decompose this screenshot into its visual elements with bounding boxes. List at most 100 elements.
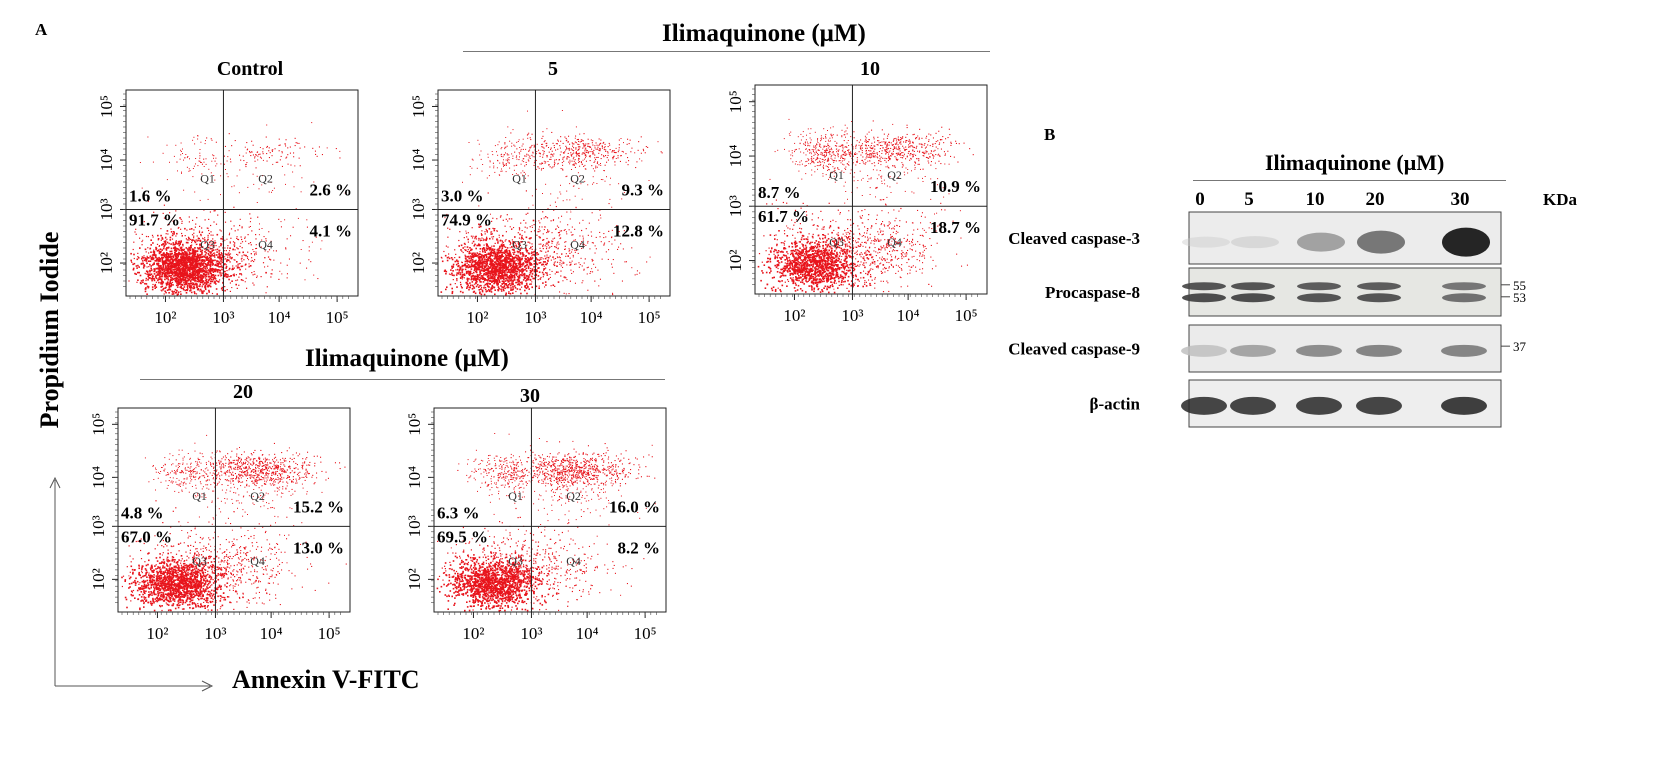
q3-percent: 69.5 %	[437, 527, 488, 546]
q3-percent: 91.7 %	[129, 210, 180, 229]
quadrant-name: Q4	[570, 238, 585, 252]
dose-label: 20	[1366, 189, 1385, 210]
dose-label: 5	[1244, 189, 1254, 210]
blot-band	[1441, 396, 1487, 415]
quadrant-name: Q4	[887, 235, 902, 249]
x-tick-label: 10²	[462, 624, 484, 643]
plot-frame	[433, 407, 667, 613]
y-tick-label: 10⁴	[409, 149, 428, 172]
blot-row-label: Cleaved caspase-9	[1008, 340, 1140, 359]
blot-row-label: β-actin	[1089, 395, 1140, 414]
y-tick-label: 10³	[89, 515, 108, 537]
blot-band	[1442, 227, 1490, 257]
panel-b-label: B	[1044, 125, 1056, 144]
q4-percent: 12.8 %	[613, 221, 664, 240]
plot-title: Control	[217, 58, 284, 80]
y-tick-label: 10⁴	[405, 466, 424, 489]
y-tick-label: 10³	[97, 198, 116, 220]
quadrant-name: Q2	[566, 489, 581, 503]
treatment-header-bottom-line	[140, 379, 665, 380]
x-tick-label: 10⁵	[318, 624, 341, 643]
treatment-header-top: Ilimaquinone (μM)	[662, 20, 866, 47]
dose-label: 10	[1306, 189, 1325, 210]
y-tick-label: 10⁴	[97, 149, 116, 172]
x-tick-label: 10⁵	[955, 306, 978, 325]
quadrant-name: Q3	[200, 238, 215, 252]
blot-band	[1230, 396, 1276, 415]
q4-percent: 8.2 %	[618, 538, 661, 557]
quadrant-name: Q1	[508, 489, 523, 503]
x-tick-label: 10²	[466, 308, 488, 327]
blot-treatment-header: Ilimaquinone (μM)	[1265, 150, 1445, 175]
blot-band	[1230, 344, 1276, 357]
blot-band	[1442, 293, 1486, 303]
plot-title: 20	[233, 381, 253, 403]
q2-percent: 9.3 %	[622, 180, 665, 199]
y-tick-label: 10⁴	[726, 145, 745, 168]
plot-frame	[754, 84, 988, 295]
blot-band	[1356, 344, 1402, 357]
q1-percent: 8.7 %	[758, 183, 801, 202]
y-tick-label: 10⁵	[89, 413, 108, 436]
x-tick-label: 10²	[783, 306, 805, 325]
blot-band	[1296, 396, 1342, 415]
blot-band	[1181, 344, 1227, 357]
x-tick-label: 10³	[524, 308, 546, 327]
q1-percent: 4.8 %	[121, 503, 164, 522]
blot-band	[1356, 396, 1402, 415]
treatment-header-bottom: Ilimaquinone (μM)	[305, 345, 509, 372]
q3-percent: 61.7 %	[758, 207, 809, 226]
marker-label: 55	[1513, 278, 1526, 293]
q1-percent: 3.0 %	[441, 186, 484, 205]
scatter-dots	[128, 122, 346, 296]
x-tick-label: 10²	[154, 308, 176, 327]
y-tick-label: 10²	[89, 568, 108, 590]
kda-label: KDa	[1543, 190, 1578, 209]
x-axis-title: Annexin V-FITC	[232, 665, 420, 694]
x-tick-label: 10³	[212, 308, 234, 327]
blot-band	[1181, 396, 1227, 415]
blot-band	[1357, 293, 1401, 303]
quadrant-name: Q1	[192, 489, 207, 503]
y-tick-label: 10⁴	[89, 466, 108, 489]
blot-band	[1297, 232, 1345, 252]
quadrant-name: Q3	[192, 554, 207, 568]
q1-percent: 1.6 %	[129, 186, 172, 205]
plot-frame	[437, 89, 671, 297]
quadrant-name: Q4	[250, 554, 265, 568]
x-tick-label: 10³	[841, 306, 863, 325]
q2-percent: 16.0 %	[609, 497, 660, 516]
quadrant-name: Q2	[570, 172, 585, 186]
scatter-dots	[436, 433, 656, 612]
x-tick-label: 10⁴	[268, 308, 291, 327]
q3-percent: 74.9 %	[441, 210, 492, 229]
x-tick-label: 10⁴	[576, 624, 599, 643]
blot-row-label: Cleaved caspase-3	[1008, 229, 1140, 248]
blot-band	[1441, 344, 1487, 357]
quadrant-name: Q3	[512, 238, 527, 252]
plot-title: 30	[520, 385, 540, 407]
y-tick-label: 10²	[405, 568, 424, 590]
dose-label: 0	[1195, 189, 1205, 210]
q3-percent: 67.0 %	[121, 527, 172, 546]
x-tick-label: 10⁵	[326, 308, 349, 327]
blot-band	[1297, 282, 1341, 291]
y-tick-label: 10²	[97, 252, 116, 274]
blot-band	[1231, 236, 1279, 249]
scatter-dots	[121, 434, 347, 612]
q2-percent: 15.2 %	[293, 497, 344, 516]
q2-percent: 2.6 %	[310, 180, 353, 199]
y-tick-label: 10³	[726, 195, 745, 217]
y-tick-label: 10⁵	[409, 95, 428, 118]
blot-row-label: Procaspase-8	[1045, 283, 1140, 302]
scatter-dots	[440, 110, 663, 296]
blot-band	[1297, 293, 1341, 303]
q4-percent: 18.7 %	[930, 218, 981, 237]
x-tick-label: 10⁵	[634, 624, 657, 643]
blot-band	[1357, 282, 1401, 291]
x-tick-label: 10⁴	[897, 306, 920, 325]
y-tick-label: 10³	[409, 198, 428, 220]
y-tick-label: 10⁵	[405, 413, 424, 436]
x-tick-label: 10³	[204, 624, 226, 643]
